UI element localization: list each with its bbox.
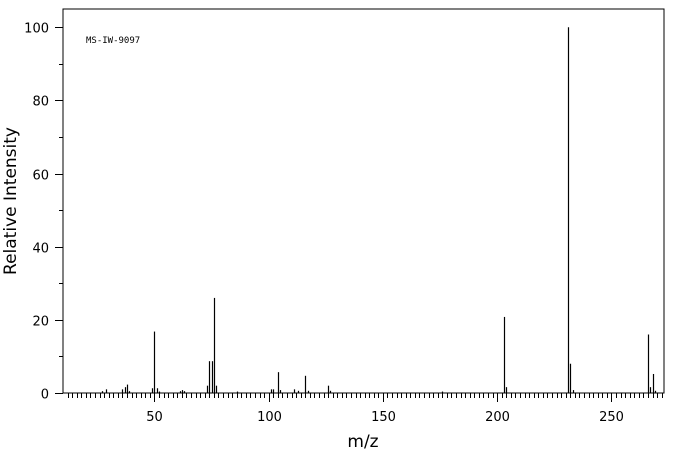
y-tick-label: 20 xyxy=(32,315,49,330)
x-axis-title: m/z xyxy=(347,432,378,452)
x-tick-label: 250 xyxy=(599,410,624,425)
x-tick-label: 200 xyxy=(485,410,510,425)
y-tick-label: 60 xyxy=(32,169,49,184)
y-ticks: 0 20 40 60 80 100 xyxy=(24,22,63,403)
y-axis-title: Relative Intensity xyxy=(1,127,21,275)
spectrum-id-annotation: MS-IW-9097 xyxy=(86,36,140,46)
x-tick-label: 150 xyxy=(371,410,396,425)
y-tick-label: 40 xyxy=(32,242,49,257)
y-tick-label: 80 xyxy=(32,95,49,110)
x-tick-label: 100 xyxy=(257,410,282,425)
plot-frame xyxy=(62,8,665,394)
x-major-ticks: 50 100 150 200 250 xyxy=(146,393,624,425)
x-minor-ticks xyxy=(68,393,663,398)
y-tick-label: 0 xyxy=(41,388,49,403)
x-tick-label: 50 xyxy=(146,410,163,425)
spectrum-peaks xyxy=(101,27,657,393)
y-tick-label: 100 xyxy=(24,22,49,37)
